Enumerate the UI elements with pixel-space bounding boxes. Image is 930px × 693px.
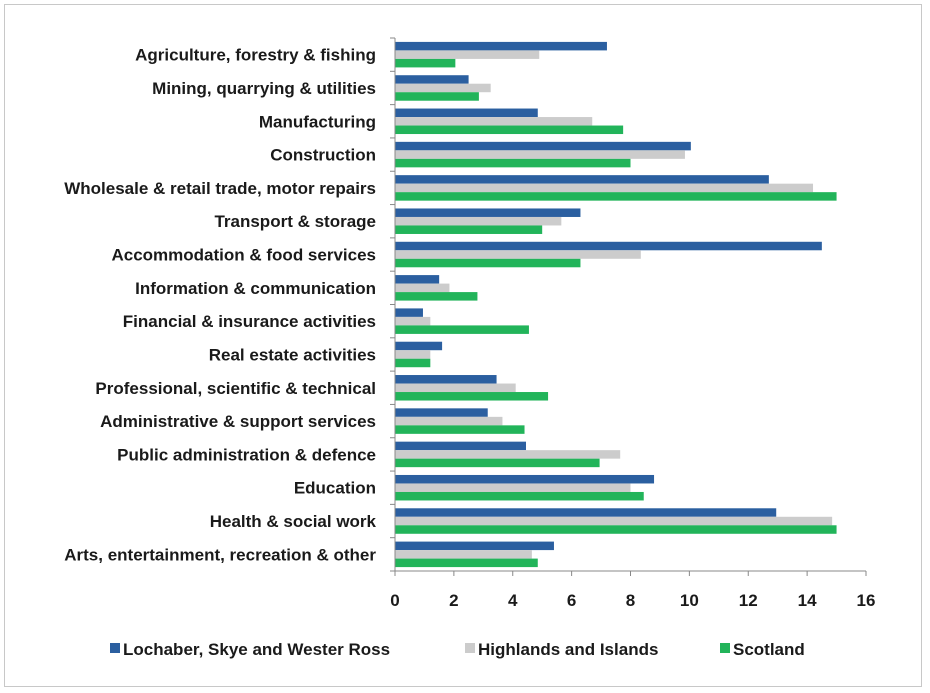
bar-1-1 <box>395 41 607 51</box>
bar-2-15 <box>395 516 833 526</box>
category-label-7: Accommodation & food services <box>111 246 376 265</box>
bar-3-9 <box>395 325 529 334</box>
bar-3-12 <box>395 425 525 434</box>
bar-1-6 <box>395 208 581 217</box>
category-label-15: Health & social work <box>210 512 377 531</box>
x-tick-label-5: 8 <box>626 591 635 610</box>
bar-1-9 <box>395 308 423 317</box>
bar-1-15 <box>395 508 777 517</box>
category-label-11: Professional, scientific & technical <box>95 379 376 398</box>
category-label-16: Arts, entertainment, recreation & other <box>64 545 376 564</box>
x-tick-label-6: 10 <box>680 591 699 610</box>
bar-3-3 <box>395 125 624 135</box>
category-label-8: Information & communication <box>135 279 376 298</box>
bar-3-2 <box>395 92 479 101</box>
bar-1-13 <box>395 441 526 451</box>
x-tick-label-3: 4 <box>508 591 518 610</box>
bar-2-6 <box>395 216 562 226</box>
bar-2-16 <box>395 550 532 559</box>
x-tick-label-2: 2 <box>449 591 458 610</box>
bar-3-14 <box>395 491 644 501</box>
legend-swatch-2 <box>465 643 475 653</box>
legend-swatch-1 <box>110 643 120 653</box>
category-label-5: Wholesale & retail trade, motor repairs <box>64 179 376 198</box>
bar-2-3 <box>395 117 593 126</box>
legend-label-3: Scotland <box>733 640 805 659</box>
bar-3-4 <box>395 158 631 168</box>
bar-2-7 <box>395 250 641 259</box>
bar-1-7 <box>395 241 822 251</box>
bar-1-16 <box>395 541 554 551</box>
bar-3-7 <box>395 258 581 268</box>
x-tick-label-7: 12 <box>739 591 758 610</box>
bar-3-13 <box>395 458 600 468</box>
bar-2-14 <box>395 483 631 492</box>
bar-3-10 <box>395 358 431 368</box>
bar-3-1 <box>395 58 456 68</box>
category-label-14: Education <box>294 479 376 498</box>
category-label-2: Mining, quarrying & utilities <box>152 79 376 98</box>
bar-2-2 <box>395 83 491 93</box>
category-label-13: Public administration & defence <box>117 445 376 464</box>
bar-1-10 <box>395 341 443 351</box>
bar-2-9 <box>395 316 431 326</box>
category-label-10: Real estate activities <box>209 345 376 364</box>
bar-2-1 <box>395 50 540 59</box>
bar-2-13 <box>395 450 621 459</box>
bar-3-16 <box>395 558 538 568</box>
category-label-6: Transport & storage <box>214 212 376 231</box>
x-tick-label-4: 6 <box>567 591 576 610</box>
bar-1-14 <box>395 474 655 484</box>
category-label-1: Agriculture, forestry & fishing <box>135 46 376 65</box>
bar-1-12 <box>395 408 488 417</box>
bar-1-11 <box>395 375 497 384</box>
bar-3-8 <box>395 292 478 301</box>
category-label-12: Administrative & support services <box>100 412 376 431</box>
x-tick-label-8: 14 <box>798 591 817 610</box>
legend-label-2: Highlands and Islands <box>478 640 658 659</box>
bar-2-8 <box>395 283 450 293</box>
category-label-4: Construction <box>270 146 376 165</box>
bar-3-15 <box>395 525 837 534</box>
legend-swatch-3 <box>720 643 730 653</box>
legend-label-1: Lochaber, Skye and Wester Ross <box>123 640 390 659</box>
bar-2-12 <box>395 416 503 426</box>
bar-3-11 <box>395 392 549 401</box>
bar-1-5 <box>395 175 769 184</box>
x-tick-label-1: 0 <box>390 591 399 610</box>
bar-1-4 <box>395 141 691 151</box>
bar-3-5 <box>395 192 837 201</box>
bar-2-4 <box>395 150 685 159</box>
bar-2-11 <box>395 383 516 393</box>
bar-2-10 <box>395 350 431 359</box>
category-label-3: Manufacturing <box>259 112 376 131</box>
bar-1-3 <box>395 108 538 118</box>
x-tick-label-9: 16 <box>857 591 876 610</box>
bar-3-6 <box>395 225 543 234</box>
bar-2-5 <box>395 183 814 193</box>
bar-1-8 <box>395 275 440 284</box>
bar-1-2 <box>395 75 469 84</box>
category-label-9: Financial & insurance activities <box>123 312 376 331</box>
